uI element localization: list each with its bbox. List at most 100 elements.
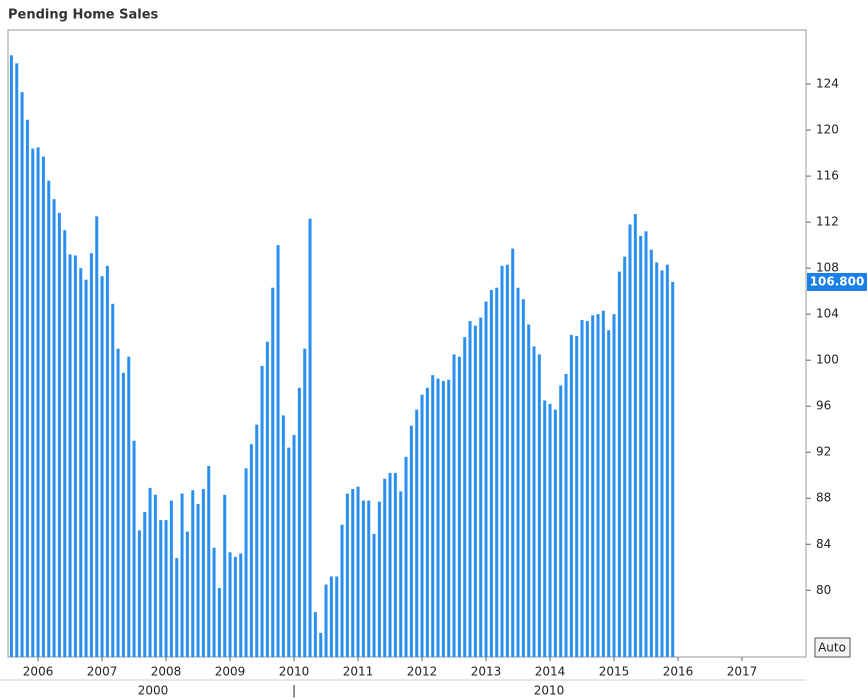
bar — [308, 218, 312, 657]
bar — [153, 494, 157, 657]
bar — [164, 520, 168, 657]
bar — [169, 500, 173, 657]
x-tick-label: 2007 — [87, 665, 118, 679]
bar — [500, 265, 504, 657]
bar — [329, 576, 333, 657]
y-tick-label: 108 — [816, 261, 839, 275]
x-tick-label: 2010 — [279, 665, 310, 679]
bar — [255, 424, 259, 657]
bar — [41, 156, 45, 657]
chart-title: Pending Home Sales — [8, 8, 159, 23]
bar — [191, 490, 195, 657]
bar — [239, 553, 243, 657]
bar — [612, 314, 616, 657]
bar — [436, 378, 440, 657]
bar — [212, 547, 216, 657]
bar — [185, 531, 189, 657]
bar — [303, 348, 307, 657]
bar — [137, 530, 141, 657]
bar — [617, 271, 621, 657]
bar — [36, 147, 40, 657]
bar — [57, 212, 61, 657]
bar — [484, 301, 488, 657]
bar — [287, 447, 291, 657]
secondary-axis-label: | — [292, 684, 296, 698]
y-tick-label: 124 — [816, 77, 839, 91]
bar — [633, 214, 637, 657]
bar — [655, 262, 659, 657]
bar — [511, 248, 515, 657]
bar — [31, 148, 35, 657]
bar — [559, 385, 563, 657]
x-tick-label: 2008 — [151, 665, 182, 679]
bar — [479, 317, 483, 657]
y-tick-label: 96 — [816, 399, 831, 413]
bar — [335, 576, 339, 657]
bar — [564, 373, 568, 657]
bar — [447, 379, 451, 657]
bar — [644, 231, 648, 658]
y-tick-label: 100 — [816, 353, 839, 367]
bar — [671, 281, 675, 657]
bar — [383, 478, 387, 657]
bar — [63, 230, 67, 657]
bar — [52, 199, 56, 657]
bar — [468, 321, 472, 657]
bar — [313, 612, 317, 657]
bar — [356, 486, 360, 657]
bar — [244, 468, 248, 657]
bar — [548, 403, 552, 657]
button-frame[interactable] — [814, 637, 851, 658]
bar — [159, 520, 163, 657]
bar — [265, 341, 269, 657]
bar — [68, 254, 72, 657]
bar — [628, 224, 632, 657]
button-label[interactable]: Auto — [818, 641, 846, 655]
bar — [431, 375, 435, 657]
x-tick-label: 2015 — [599, 665, 630, 679]
x-tick-label: 2006 — [23, 665, 54, 679]
bar — [180, 493, 184, 657]
bar — [89, 253, 93, 657]
bar — [47, 180, 51, 658]
bar — [415, 409, 419, 657]
bar — [473, 325, 477, 657]
bar — [100, 276, 104, 657]
bar — [660, 270, 664, 657]
bar — [495, 287, 499, 657]
bar — [521, 299, 525, 657]
bar — [148, 487, 152, 657]
bar — [639, 235, 643, 657]
bar — [95, 216, 99, 657]
bar — [420, 394, 424, 657]
bar — [537, 354, 541, 657]
bar — [271, 287, 275, 657]
x-tick-label: 2017 — [727, 665, 758, 679]
bar — [532, 346, 536, 657]
bar — [111, 303, 115, 657]
bar — [217, 587, 221, 657]
bar — [249, 444, 253, 657]
bar — [297, 387, 301, 657]
auto-button[interactable]: Auto — [814, 637, 851, 658]
y-tick-label: 80 — [816, 583, 831, 597]
y-tick-label: 104 — [816, 307, 839, 321]
bar — [116, 348, 120, 657]
bar — [409, 425, 413, 657]
bar — [223, 494, 227, 657]
x-tick-label: 2011 — [343, 665, 374, 679]
bar — [9, 55, 13, 657]
bar — [105, 265, 109, 657]
bar — [569, 334, 573, 657]
x-tick-label: 2013 — [471, 665, 502, 679]
bar — [127, 356, 131, 657]
bar — [607, 330, 611, 657]
bar — [463, 337, 467, 657]
bar — [84, 279, 88, 657]
x-tick-label: 2016 — [663, 665, 694, 679]
bar — [399, 491, 403, 657]
bar — [73, 255, 77, 657]
x-tick-label: 2014 — [535, 665, 566, 679]
bar — [457, 356, 461, 657]
bar — [527, 324, 531, 657]
